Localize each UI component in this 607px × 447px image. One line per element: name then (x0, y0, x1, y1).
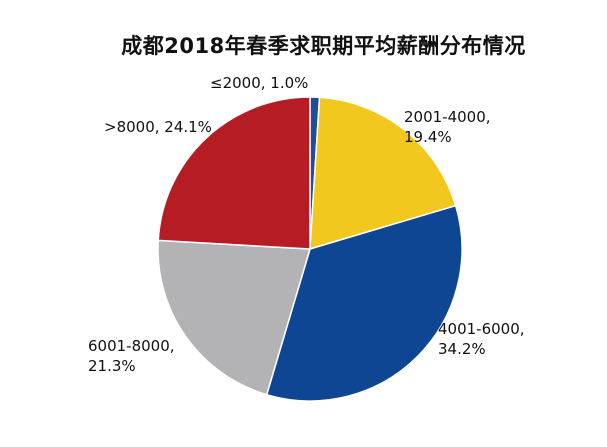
slice-value-label: 1.0% (270, 74, 308, 92)
slice-category-label: >8000, (104, 118, 164, 136)
slices-layer (157, 96, 463, 402)
slice-label-6001-8000: 6001-8000, 21.3% (88, 337, 175, 375)
slice-category-label: 2001-4000, (404, 108, 491, 126)
pie-slice-2001-4000 (309, 96, 457, 250)
slice-label-4001-6000: 4001-6000, 34.2% (438, 320, 525, 358)
slice-category-label: 6001-8000, (88, 337, 175, 355)
slice-label->8000: >8000, 24.1% (104, 118, 212, 136)
pie-slice->8000 (157, 96, 311, 250)
slice-value-label: 34.2% (438, 340, 486, 358)
chart-title: 成都2018年春季求职期平均薪酬分布情况 (121, 34, 526, 58)
labels-layer: ≤2000, 1.0% 2001-4000, 19.4% 4001-6000, 34.2… (88, 74, 525, 375)
slice-label-≤2000: ≤2000, 1.0% (210, 74, 308, 92)
slice-category-label: 4001-6000, (438, 320, 525, 338)
pie-slice-6001-8000 (157, 239, 311, 396)
pie-slice-4001-6000 (265, 204, 463, 402)
slice-value-label: 24.1% (164, 118, 212, 136)
slice-value-label: 19.4% (404, 128, 452, 146)
slice-value-label: 21.3% (88, 357, 136, 375)
slice-label-2001-4000: 2001-4000, 19.4% (404, 108, 491, 146)
slice-category-label: ≤2000, (210, 74, 270, 92)
